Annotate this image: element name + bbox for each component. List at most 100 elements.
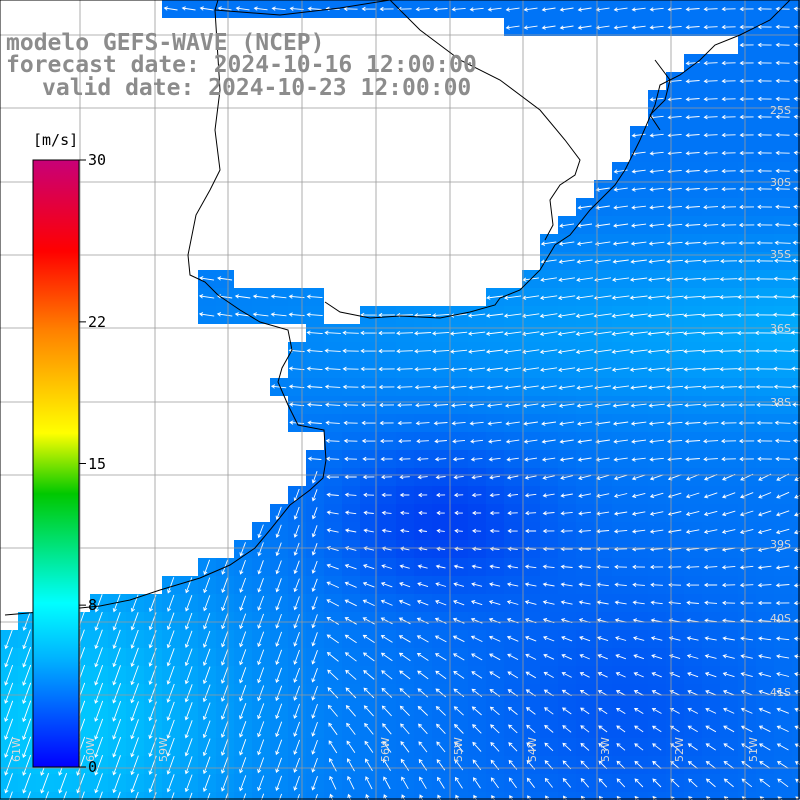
wind-arrow xyxy=(558,259,575,264)
wind-arrow xyxy=(184,774,193,793)
wind-arrow xyxy=(595,439,610,444)
wind-arrow xyxy=(203,613,211,630)
wind-arrow xyxy=(776,672,790,677)
wind-arrow xyxy=(758,725,771,733)
wind-arrow xyxy=(649,474,664,481)
wind-arrow xyxy=(342,366,359,372)
wind-arrow xyxy=(453,671,465,679)
wind-arrow xyxy=(472,510,482,516)
wind-arrow xyxy=(381,510,392,516)
wind-arrow xyxy=(612,385,630,390)
wind-arrow xyxy=(526,742,536,752)
wind-arrow xyxy=(616,760,626,770)
wind-arrow xyxy=(360,366,377,372)
wind-arrow xyxy=(489,493,500,498)
wind-arrow xyxy=(705,778,716,788)
wind-arrow xyxy=(270,384,287,389)
wind-speed-cell xyxy=(792,774,800,792)
wind-arrow xyxy=(525,510,537,516)
wind-arrow xyxy=(470,617,483,624)
wind-arrow xyxy=(560,600,573,605)
wind-arrow xyxy=(776,743,789,751)
wind-arrow xyxy=(613,529,628,534)
wind-arrow xyxy=(504,385,521,390)
wind-arrow xyxy=(687,725,698,733)
wind-arrow xyxy=(773,276,792,281)
wind-arrow xyxy=(559,25,574,30)
wind-arrow xyxy=(794,761,800,766)
wind-arrow xyxy=(361,438,376,444)
wind-arrow xyxy=(579,636,591,642)
wind-arrow xyxy=(772,330,793,335)
wind-arrow xyxy=(613,474,628,481)
wind-speed-cell xyxy=(792,486,800,504)
wind-arrow xyxy=(435,688,447,698)
wind-arrow xyxy=(363,528,374,533)
wind-arrow xyxy=(396,349,413,354)
wind-arrow xyxy=(523,25,538,30)
wind-arrow xyxy=(757,132,772,138)
wind-speed-cell xyxy=(684,792,702,800)
wind-arrow xyxy=(683,277,702,282)
wind-arrow xyxy=(326,492,339,497)
wind-arrow xyxy=(455,776,463,789)
wind-arrow xyxy=(723,743,735,751)
wind-arrow xyxy=(418,741,428,753)
wind-speed-cell xyxy=(288,792,306,800)
wind-arrow xyxy=(721,168,736,174)
wind-arrow xyxy=(471,582,483,587)
wind-arrow xyxy=(539,331,558,337)
wind-arrow xyxy=(451,403,467,408)
wind-arrow xyxy=(167,577,175,594)
wind-arrow xyxy=(257,649,265,666)
wind-arrow xyxy=(307,456,322,461)
wind-arrow xyxy=(396,367,413,372)
longitude-label: 55W xyxy=(452,737,465,762)
wind-arrow xyxy=(557,313,576,319)
wind-arrow xyxy=(490,724,500,734)
longitude-label: 54W xyxy=(526,737,539,762)
wind-arrow xyxy=(491,794,496,800)
wind-arrow xyxy=(613,25,628,30)
wind-arrow xyxy=(485,349,504,354)
wind-arrow xyxy=(721,438,737,444)
wind-arrow xyxy=(721,24,736,30)
wind-arrow xyxy=(666,403,683,408)
wind-arrow xyxy=(648,241,665,246)
wind-arrow xyxy=(611,313,630,319)
wind-arrow xyxy=(454,759,464,771)
wind-arrow xyxy=(772,312,793,317)
wind-arrow xyxy=(293,578,300,593)
wind-arrow xyxy=(399,492,410,498)
wind-speed-cell xyxy=(738,792,756,800)
wind-arrow xyxy=(489,671,501,679)
wind-arrow xyxy=(793,583,800,588)
wind-arrow xyxy=(525,653,537,660)
wind-arrow xyxy=(666,421,683,426)
wind-arrow xyxy=(647,331,666,336)
wind-arrow xyxy=(542,582,555,587)
wind-arrow xyxy=(314,794,318,800)
wind-arrow xyxy=(40,773,50,794)
wind-arrow xyxy=(562,725,572,733)
wind-arrow xyxy=(220,738,229,756)
wind-arrow xyxy=(166,665,175,685)
wind-arrow xyxy=(545,795,549,800)
wind-arrow xyxy=(398,635,411,643)
wind-arrow xyxy=(239,542,246,557)
wind-arrow xyxy=(701,331,721,336)
wind-arrow xyxy=(361,402,377,408)
wind-arrow xyxy=(542,564,555,569)
wind-arrow xyxy=(703,205,719,210)
wind-arrow xyxy=(705,689,717,696)
wind-arrow xyxy=(793,512,800,517)
wind-arrow xyxy=(631,25,646,30)
wind-arrow xyxy=(506,600,519,605)
wind-arrow xyxy=(721,204,737,210)
wind-arrow xyxy=(738,240,755,246)
wind-arrow xyxy=(526,724,536,734)
wind-arrow xyxy=(275,524,282,539)
wind-arrow xyxy=(525,671,537,679)
wind-arrow xyxy=(701,277,720,282)
wind-arrow xyxy=(578,600,591,605)
